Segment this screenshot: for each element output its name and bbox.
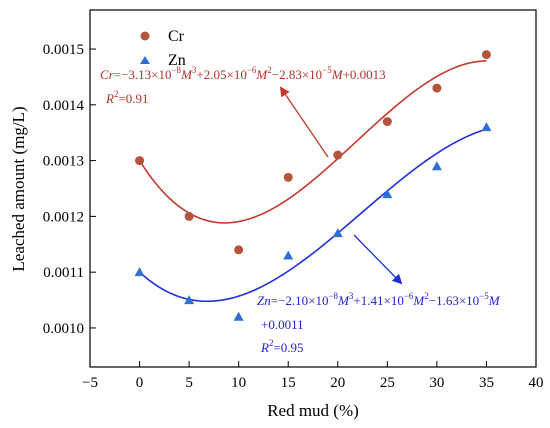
- y-tick-label: 0.0015: [43, 42, 84, 58]
- legend-zn-marker: [140, 56, 150, 64]
- y-tick-label: 0.0010: [43, 321, 84, 337]
- x-axis-title: Red mud (%): [267, 401, 359, 420]
- cr-fit-equation: Cr=−3.13×10−8M3+2.05×10−6M2−2.83×10−5M+0…: [100, 65, 386, 82]
- x-tick-label: 10: [231, 375, 246, 391]
- y-tick-label: 0.0012: [43, 209, 84, 225]
- fit-curve-zn: [139, 128, 487, 303]
- legend-cr-label: Cr: [168, 28, 185, 45]
- data-point-cr: [184, 211, 194, 221]
- data-point-zn: [134, 267, 145, 277]
- zn-arrow: [353, 234, 403, 285]
- x-tick-label: 20: [330, 375, 345, 391]
- x-tick-label: 40: [529, 375, 544, 391]
- data-point-cr: [283, 172, 293, 182]
- legend: Cr Zn: [140, 28, 186, 69]
- data-point-zn: [184, 295, 195, 305]
- fit-curve-cr: [138, 60, 487, 224]
- y-tick-label: 0.0011: [43, 265, 84, 281]
- y-axis-title: Leached amount (mg/L): [9, 106, 28, 271]
- y-tick-label: 0.0013: [43, 154, 84, 170]
- data-point-cr: [382, 117, 392, 127]
- x-tick-label: −5: [82, 375, 98, 391]
- zn-r-squared: R2=0.95: [260, 338, 304, 355]
- data-point-cr: [135, 156, 145, 166]
- legend-zn-label: Zn: [168, 52, 186, 69]
- data-point-zn: [332, 228, 343, 238]
- data-point-zn: [431, 161, 442, 171]
- cr-arrow: [279, 86, 329, 158]
- data-point-cr: [432, 83, 442, 93]
- data-point-zn: [481, 122, 492, 132]
- zn-fit-constant: +0.0011: [261, 317, 304, 332]
- x-tick-label: 35: [479, 375, 494, 391]
- legend-cr-marker: [140, 31, 150, 41]
- plot-frame: [89, 9, 537, 368]
- cr-r-squared: R2=0.91: [105, 89, 149, 106]
- data-point-zn: [382, 189, 393, 199]
- data-point-zn: [283, 250, 294, 260]
- y-tick-label: 0.0014: [43, 98, 85, 114]
- data-point-cr: [234, 245, 244, 255]
- zn-fit-equation: Zn=−2.10×10−8M3+1.41×10−6M2−1.63×10−5M: [257, 291, 501, 308]
- data-point-cr: [481, 50, 491, 60]
- data-point-cr: [333, 150, 343, 160]
- x-tick-label: 0: [136, 375, 144, 391]
- x-tick-label: 25: [380, 375, 395, 391]
- x-tick-label: 30: [429, 375, 444, 391]
- x-tick-label: 15: [281, 375, 296, 391]
- data-point-zn: [233, 311, 244, 321]
- x-tick-label: 5: [185, 375, 193, 391]
